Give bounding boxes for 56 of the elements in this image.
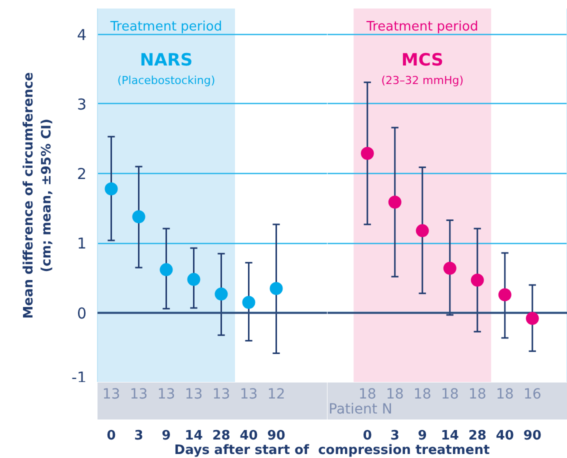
annotation: (23–32 mmHg) [381, 74, 464, 87]
x-axis-title: Days after start of compression treatment [173, 442, 491, 458]
point [526, 312, 539, 325]
text: 13 [102, 386, 120, 402]
text: 13 [130, 386, 148, 402]
x-tick-label: 28 [212, 428, 230, 444]
text: Patient N [328, 402, 392, 418]
point [470, 274, 484, 287]
x-tick-label: 40 [240, 428, 258, 444]
band-label: Treatment period [109, 20, 222, 34]
y-tick-label: 1 [76, 234, 87, 253]
x-tick-label: 0 [106, 428, 116, 444]
point [160, 263, 173, 276]
point [498, 288, 512, 302]
y-tick-label: 3 [76, 95, 87, 114]
y-axis-title: Mean difference of circumference (cm; mean, ±95% CI) [22, 72, 55, 319]
text: 18 [358, 386, 376, 402]
point [104, 182, 118, 196]
x-tick-label: 14 [184, 428, 203, 444]
point [360, 146, 374, 160]
text: 13 [240, 386, 258, 402]
y-tick-label: 0 [76, 304, 87, 322]
x-tick-label: 9 [418, 428, 427, 444]
band-label: Treatment period [366, 20, 478, 34]
point [416, 224, 429, 238]
y-tick-label: 4 [76, 26, 87, 44]
text: 13 [157, 386, 176, 402]
annotation: (Placebostocking) [117, 74, 216, 87]
x-tick-label: 0 [362, 428, 372, 444]
point [270, 282, 283, 295]
x-tick-label: 9 [162, 428, 171, 444]
text: 16 [523, 386, 542, 402]
point [187, 272, 200, 286]
point [132, 210, 146, 224]
x-tick-label: 14 [440, 428, 459, 444]
annotation: NARS [140, 50, 193, 70]
point [443, 262, 456, 275]
x-tick-label: 40 [496, 428, 514, 444]
point [388, 196, 402, 209]
text: 18 [386, 386, 404, 402]
text: 18 [413, 386, 432, 402]
text: 18 [440, 386, 459, 402]
x-tick-label: 28 [468, 428, 486, 444]
text: 18 [468, 386, 486, 402]
text: 13 [212, 386, 230, 402]
text: 12 [267, 386, 286, 402]
x-tick-label: 90 [267, 428, 286, 444]
x-tick-label: 3 [390, 428, 400, 444]
point [214, 288, 228, 301]
y-tick-label: 2 [76, 165, 87, 184]
text: 13 [184, 386, 203, 402]
x-tick-label: 90 [523, 428, 542, 444]
annotation: MCS [401, 50, 444, 70]
x-tick-label: 3 [134, 428, 144, 444]
text: 18 [496, 386, 514, 402]
point [242, 296, 256, 309]
